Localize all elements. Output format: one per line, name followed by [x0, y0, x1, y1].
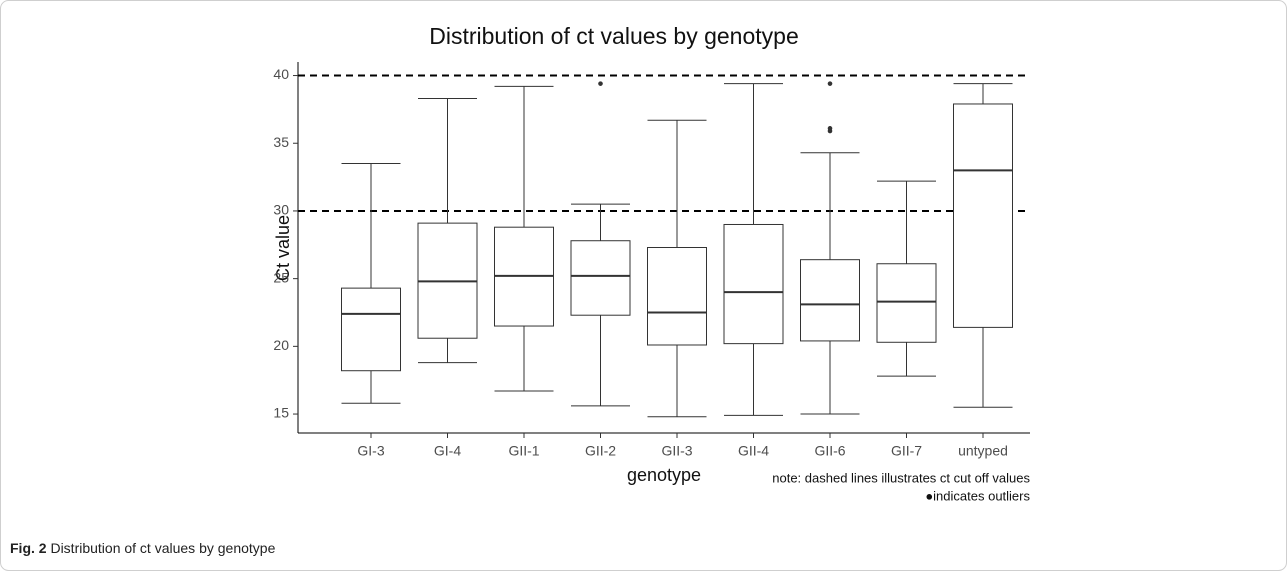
x-tick-label: GII-7	[891, 443, 922, 459]
y-tick-label: 15	[273, 405, 289, 421]
chart-title: Distribution of ct values by genotype	[429, 23, 798, 49]
caption-text: Distribution of ct values by genotype	[50, 540, 276, 556]
box	[647, 247, 707, 346]
y-tick-label: 20	[273, 337, 289, 353]
y-tick-label: 35	[273, 134, 289, 150]
y-tick-label: 30	[273, 202, 289, 218]
x-tick-label: untyped	[958, 443, 1008, 459]
x-tick-label: GI-3	[357, 443, 384, 459]
outlier	[827, 126, 833, 131]
caption-label: Fig. 2	[10, 540, 47, 556]
y-axis-label: Ct value	[273, 215, 293, 281]
box	[876, 263, 937, 343]
note: note: dashed lines illustrates ct cut of…	[772, 470, 1030, 485]
x-tick-label: GII-6	[814, 443, 845, 459]
x-tick-label: GII-3	[661, 443, 692, 459]
x-tick-label: GI-4	[434, 443, 461, 459]
box	[341, 287, 401, 372]
y-tick-label: 40	[273, 66, 289, 82]
x-tick-label: GII-2	[585, 443, 616, 459]
box	[800, 259, 860, 342]
y-tick-label: 25	[273, 269, 289, 285]
note: ●indicates outliers	[925, 488, 1030, 503]
x-tick-label: GII-1	[508, 443, 539, 459]
box	[723, 223, 784, 345]
outlier	[598, 81, 603, 86]
x-axis-label: genotype	[627, 465, 701, 485]
x-tick-label: GII-4	[738, 443, 769, 459]
box	[953, 103, 1013, 328]
outlier	[827, 81, 833, 86]
caption: Fig. 2 Distribution of ct values by geno…	[10, 540, 275, 556]
box	[570, 240, 631, 316]
